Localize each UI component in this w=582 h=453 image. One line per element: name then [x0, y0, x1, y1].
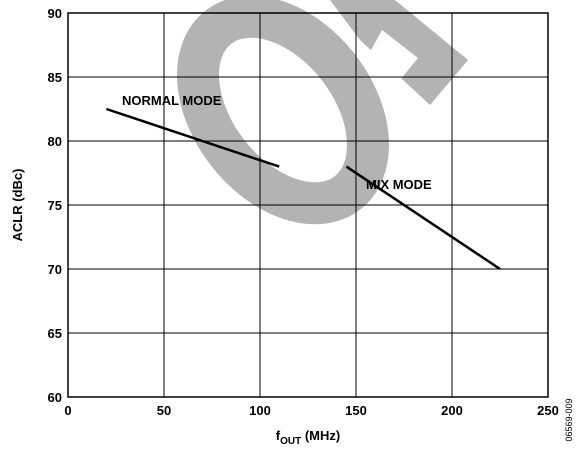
x-tick-label: 50 [157, 403, 171, 418]
x-tick-label: 200 [441, 403, 463, 418]
x-axis-label: fOUT (MHz) [276, 428, 340, 447]
x-label-symbol: f [276, 428, 281, 443]
plot-frame [67, 12, 549, 398]
y-tick-label: 60 [48, 390, 62, 405]
y-tick-label: 85 [48, 70, 62, 85]
series-label: MIX MODE [366, 177, 432, 192]
y-tick-label: 75 [48, 198, 62, 213]
y-tick-label: 80 [48, 134, 62, 149]
y-axis-label: ACLR (dBc) [10, 169, 25, 242]
x-tick-label: 100 [249, 403, 271, 418]
y-tick-label: 90 [48, 6, 62, 21]
series-line [345, 165, 501, 271]
x-tick-label: 0 [64, 403, 71, 418]
y-tick-label: 65 [48, 326, 62, 341]
series-line [106, 107, 280, 168]
watermark [177, 0, 468, 225]
y-tick-label: 70 [48, 262, 62, 277]
x-label-subscript: OUT [280, 436, 301, 447]
x-tick-label: 250 [537, 403, 559, 418]
x-tick-label: 150 [345, 403, 367, 418]
figure-code: 06569-009 [564, 398, 574, 441]
series-label: NORMAL MODE [122, 93, 222, 108]
x-label-unit: (MHz) [301, 428, 340, 443]
